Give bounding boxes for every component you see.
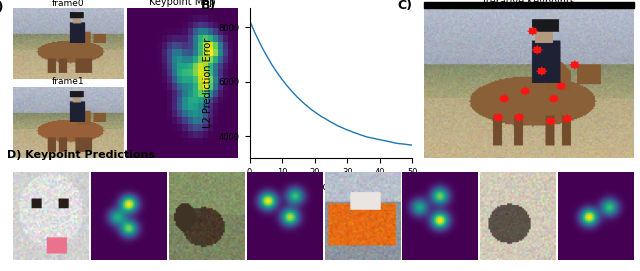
Bar [424, 2, 634, 8]
Text: B): B) [201, 0, 216, 12]
Title: frame0: frame0 [52, 0, 84, 8]
Title: frame1: frame1 [52, 78, 84, 86]
Title: Keypoint Map: Keypoint Map [149, 0, 216, 7]
X-axis label: Number of Iterations: Number of Iterations [280, 182, 381, 192]
Y-axis label: L2 Prediction Error: L2 Prediction Error [203, 38, 213, 128]
Title: Iterative Keypoints: Iterative Keypoints [483, 0, 575, 7]
Text: D) Keypoint Predictions: D) Keypoint Predictions [7, 150, 155, 160]
Text: A): A) [0, 1, 4, 14]
Text: C): C) [397, 0, 412, 12]
